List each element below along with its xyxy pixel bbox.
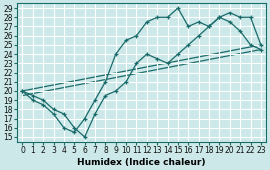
X-axis label: Humidex (Indice chaleur): Humidex (Indice chaleur) [77, 158, 206, 167]
